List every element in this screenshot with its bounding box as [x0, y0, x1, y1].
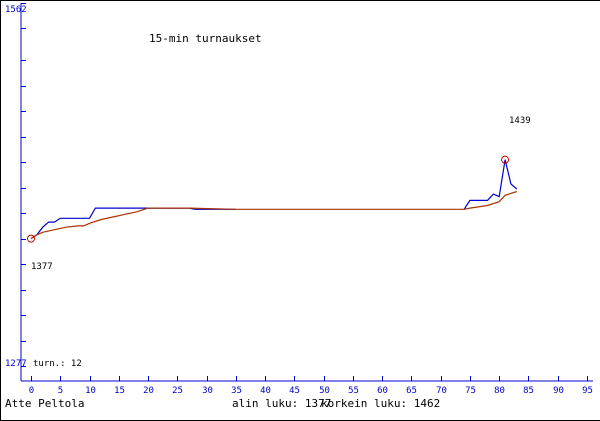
x-tick-label-5: 25 — [172, 386, 183, 396]
x-tick-label-14: 70 — [436, 386, 447, 396]
x-tick-label-9: 45 — [289, 386, 300, 396]
x-tick-label-12: 60 — [377, 386, 388, 396]
x-tick-label-18: 90 — [553, 386, 564, 396]
x-tick-label-3: 15 — [114, 386, 125, 396]
y-axis-bottom-label: 1277 — [5, 359, 27, 369]
x-tick-label-0: 0 — [29, 386, 34, 396]
x-tick-label-19: 95 — [582, 386, 593, 396]
x-tick-label-10: 50 — [319, 386, 330, 396]
player-name: Atte Peltola — [5, 397, 85, 410]
x-tick-label-2: 10 — [85, 386, 96, 396]
series-line-1 — [463, 159, 518, 210]
x-tick-label-7: 35 — [231, 386, 242, 396]
games-count-label: turn.: 12 — [33, 359, 82, 369]
min-rating-label: alin luku: 1377 — [232, 397, 332, 410]
x-tick-label-1: 5 — [58, 386, 63, 396]
min-point-marker — [27, 234, 35, 243]
min-point-label: 1377 — [31, 262, 53, 272]
y-axis-top-label: 1562 — [5, 5, 27, 15]
x-tick-label-17: 85 — [523, 386, 534, 396]
peak-point-marker — [501, 155, 510, 164]
x-tick-label-16: 80 — [494, 386, 505, 396]
x-tick-label-11: 55 — [348, 386, 359, 396]
x-tick-label-8: 40 — [260, 386, 271, 396]
chart-title: 15-min turnaukset — [149, 32, 262, 45]
x-tick-label-4: 20 — [143, 386, 154, 396]
series-line-2 — [30, 190, 517, 240]
x-tick-label-15: 75 — [465, 386, 476, 396]
max-rating-label: korkein luku: 1462 — [321, 397, 441, 410]
x-tick-label-13: 65 — [406, 386, 417, 396]
peak-point-label: 1439 — [509, 116, 531, 126]
x-tick-label-6: 30 — [202, 386, 213, 396]
